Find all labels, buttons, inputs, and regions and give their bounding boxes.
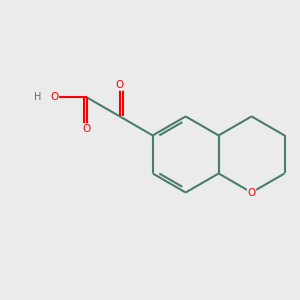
Text: O: O <box>116 80 124 90</box>
Text: O: O <box>248 188 256 197</box>
Text: O: O <box>83 124 91 134</box>
Text: O: O <box>50 92 59 102</box>
Text: H: H <box>34 92 41 102</box>
